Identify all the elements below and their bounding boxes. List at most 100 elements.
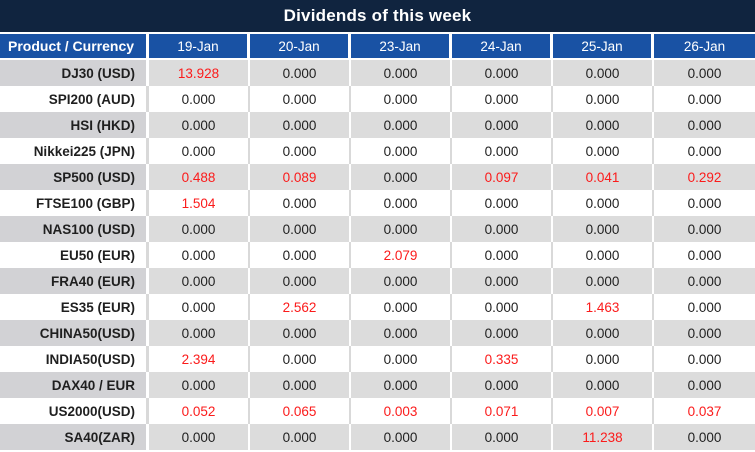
dividends-table: Product / Currency 19-Jan 20-Jan 23-Jan … — [0, 34, 755, 450]
dividend-value-cell: 0.003 — [351, 398, 452, 424]
table-row: FTSE100 (GBP) 1.504 0.000 0.000 0.000 0.000 0.… — [0, 190, 755, 216]
dividend-value-cell: 0.000 — [553, 86, 654, 112]
dividend-value-cell: 2.079 — [351, 242, 452, 268]
dividend-value-cell: 0.000 — [553, 190, 654, 216]
dividend-value-cell: 0.000 — [654, 216, 755, 242]
dividend-value-cell: 0.000 — [250, 346, 351, 372]
column-header-date: 23-Jan — [351, 34, 452, 60]
table-row: DJ30 (USD) 13.928 0.000 0.000 0.000 0.000 0.00… — [0, 60, 755, 86]
product-cell: HSI (HKD) — [0, 112, 149, 138]
dividend-value-cell: 0.000 — [654, 320, 755, 346]
product-cell: INDIA50(USD) — [0, 346, 149, 372]
dividend-value-cell: 0.000 — [553, 372, 654, 398]
table-row: EU50 (EUR) 0.000 0.000 2.079 0.000 0.000 0.000 — [0, 242, 755, 268]
table-row: DAX40 / EUR 0.000 0.000 0.000 0.000 0.000 0.00… — [0, 372, 755, 398]
product-cell: SP500 (USD) — [0, 164, 149, 190]
dividend-value-cell: 2.562 — [250, 294, 351, 320]
table-row: FRA40 (EUR) 0.000 0.000 0.000 0.000 0.000 0.00… — [0, 268, 755, 294]
dividend-value-cell: 0.089 — [250, 164, 351, 190]
dividend-value-cell: 0.000 — [149, 268, 250, 294]
dividend-value-cell: 0.000 — [654, 138, 755, 164]
report-title: Dividends of this week — [0, 0, 755, 32]
table-row: SPI200 (AUD) 0.000 0.000 0.000 0.000 0.000 0.0… — [0, 86, 755, 112]
column-header-date: 20-Jan — [250, 34, 351, 60]
dividend-value-cell: 0.000 — [452, 190, 553, 216]
table-row: NAS100 (USD) 0.000 0.000 0.000 0.000 0.000 0.0… — [0, 216, 755, 242]
column-header-date: 26-Jan — [654, 34, 755, 60]
dividend-value-cell: 11.238 — [553, 424, 654, 450]
column-header-date: 19-Jan — [149, 34, 250, 60]
dividend-value-cell: 0.052 — [149, 398, 250, 424]
dividend-value-cell: 0.000 — [250, 268, 351, 294]
dividend-value-cell: 0.000 — [553, 320, 654, 346]
dividend-value-cell: 0.000 — [654, 112, 755, 138]
dividend-value-cell: 0.000 — [149, 372, 250, 398]
dividend-value-cell: 0.000 — [149, 138, 250, 164]
dividend-value-cell: 0.000 — [149, 242, 250, 268]
dividend-value-cell: 0.000 — [654, 346, 755, 372]
dividend-value-cell: 0.000 — [351, 294, 452, 320]
dividend-value-cell: 0.000 — [250, 242, 351, 268]
dividend-value-cell: 0.000 — [553, 268, 654, 294]
dividend-value-cell: 0.000 — [452, 138, 553, 164]
dividend-value-cell: 0.000 — [452, 242, 553, 268]
dividend-value-cell: 0.000 — [654, 60, 755, 86]
dividend-value-cell: 0.000 — [553, 60, 654, 86]
dividend-value-cell: 0.007 — [553, 398, 654, 424]
product-cell: SPI200 (AUD) — [0, 86, 149, 112]
dividend-value-cell: 0.000 — [452, 216, 553, 242]
dividend-value-cell: 0.000 — [250, 372, 351, 398]
product-cell: US2000(USD) — [0, 398, 149, 424]
dividend-value-cell: 0.000 — [149, 86, 250, 112]
product-cell: FRA40 (EUR) — [0, 268, 149, 294]
product-cell: Nikkei225 (JPN) — [0, 138, 149, 164]
dividend-value-cell: 0.000 — [452, 112, 553, 138]
dividend-value-cell: 0.000 — [654, 372, 755, 398]
dividend-value-cell: 0.097 — [452, 164, 553, 190]
dividend-value-cell: 1.504 — [149, 190, 250, 216]
dividend-value-cell: 0.000 — [654, 86, 755, 112]
dividend-value-cell: 0.000 — [654, 190, 755, 216]
dividend-value-cell: 0.000 — [351, 320, 452, 346]
table-row: ES35 (EUR) 0.000 2.562 0.000 0.000 1.463 0.000 — [0, 294, 755, 320]
dividend-value-cell: 0.000 — [553, 138, 654, 164]
dividend-value-cell: 0.000 — [351, 216, 452, 242]
dividend-value-cell: 0.000 — [452, 268, 553, 294]
dividend-value-cell: 0.000 — [452, 372, 553, 398]
dividend-value-cell: 0.000 — [351, 164, 452, 190]
dividend-value-cell: 0.037 — [654, 398, 755, 424]
product-cell: FTSE100 (GBP) — [0, 190, 149, 216]
table-row: SA40(ZAR) 0.000 0.000 0.000 0.000 11.238 0.000 — [0, 424, 755, 450]
dividend-value-cell: 0.000 — [250, 112, 351, 138]
table-row: CHINA50(USD) 0.000 0.000 0.000 0.000 0.000 0.0… — [0, 320, 755, 346]
product-cell: SA40(ZAR) — [0, 424, 149, 450]
dividend-value-cell: 0.000 — [149, 112, 250, 138]
product-cell: DJ30 (USD) — [0, 60, 149, 86]
column-header-product: Product / Currency — [0, 34, 149, 60]
dividend-value-cell: 0.000 — [654, 242, 755, 268]
table-row: US2000(USD) 0.052 0.065 0.003 0.071 0.007 0.03… — [0, 398, 755, 424]
dividend-value-cell: 0.000 — [452, 294, 553, 320]
column-header-date: 25-Jan — [553, 34, 654, 60]
dividend-value-cell: 13.928 — [149, 60, 250, 86]
dividend-value-cell: 0.000 — [250, 320, 351, 346]
table-row: Nikkei225 (JPN) 0.000 0.000 0.000 0.000 0.000… — [0, 138, 755, 164]
table-row: INDIA50(USD) 2.394 0.000 0.000 0.335 0.000 0.0… — [0, 346, 755, 372]
dividend-value-cell: 0.292 — [654, 164, 755, 190]
table-row: HSI (HKD) 0.000 0.000 0.000 0.000 0.000 0.000 — [0, 112, 755, 138]
dividend-value-cell: 0.000 — [452, 320, 553, 346]
dividend-value-cell: 0.000 — [149, 424, 250, 450]
dividend-value-cell: 0.000 — [351, 268, 452, 294]
dividend-value-cell: 0.000 — [553, 216, 654, 242]
dividend-value-cell: 0.000 — [149, 294, 250, 320]
dividend-value-cell: 0.000 — [250, 190, 351, 216]
column-header-date: 24-Jan — [452, 34, 553, 60]
product-cell: ES35 (EUR) — [0, 294, 149, 320]
dividend-value-cell: 0.000 — [553, 112, 654, 138]
dividend-value-cell: 0.000 — [654, 294, 755, 320]
dividend-value-cell: 0.000 — [250, 216, 351, 242]
dividend-value-cell: 0.000 — [250, 424, 351, 450]
product-cell: CHINA50(USD) — [0, 320, 149, 346]
dividend-value-cell: 2.394 — [149, 346, 250, 372]
